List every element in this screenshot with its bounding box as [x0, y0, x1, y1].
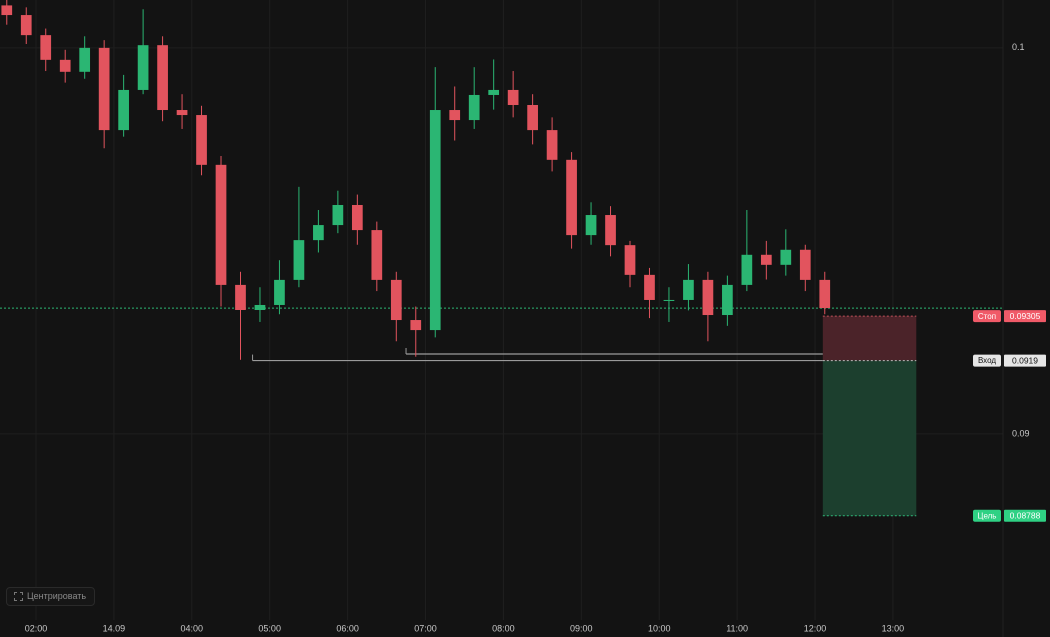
stop-price-badge — [1004, 310, 1046, 323]
x-tick-label: 10:00 — [648, 623, 671, 633]
candle-body — [410, 320, 422, 331]
stop-badge — [973, 310, 1001, 323]
x-tick-label: 02:00 — [25, 623, 48, 633]
candle-body — [799, 249, 811, 280]
entry-price: 0.0919 — [1012, 355, 1038, 365]
x-tick-label: 08:00 — [492, 623, 515, 633]
candle-body — [722, 284, 733, 316]
candle-body — [390, 279, 402, 321]
candle-body — [351, 204, 363, 231]
entry-label: Вход — [978, 356, 996, 365]
candle-body — [118, 89, 129, 131]
target-price: 0.08788 — [1010, 511, 1041, 521]
x-tick-label: 06:00 — [336, 623, 359, 633]
candle-body — [313, 225, 324, 241]
candle-body — [605, 215, 616, 246]
candle-body — [274, 279, 285, 305]
candle-body — [566, 159, 577, 236]
target-price-badge — [1004, 509, 1046, 522]
x-tick-label: 11:00 — [726, 623, 748, 633]
target-label: Цель — [978, 511, 997, 520]
candle-body — [527, 105, 538, 131]
candle-body — [546, 130, 558, 160]
candle-body — [332, 204, 344, 226]
candle-body — [59, 59, 71, 72]
target-badge — [973, 509, 1001, 522]
candle-body — [40, 35, 52, 60]
candle-body — [819, 279, 831, 309]
stop-label: Стоп — [978, 312, 996, 321]
candle-body — [254, 304, 266, 310]
candle-body — [488, 89, 500, 95]
x-tick-label: 14.09 — [103, 623, 126, 633]
candle-body — [157, 45, 168, 111]
x-tick-label: 04:00 — [181, 623, 204, 633]
x-tick-label: 12:00 — [804, 623, 827, 633]
candle-body — [176, 110, 188, 116]
candle-body — [98, 47, 110, 131]
stop-zone — [822, 316, 917, 361]
candle-body — [1, 5, 13, 16]
candle-body — [235, 284, 246, 310]
candle-body — [293, 240, 305, 280]
x-tick-label: 07:00 — [414, 623, 437, 633]
x-tick-label: 05:00 — [258, 623, 281, 633]
candle-body — [585, 215, 597, 236]
target-zone — [822, 360, 917, 516]
candle-body — [760, 254, 772, 265]
y-tick-label: 0.09 — [1012, 428, 1030, 438]
center-button[interactable]: Центрировать — [6, 587, 96, 606]
candle-body — [429, 110, 441, 331]
candle-body — [196, 115, 207, 165]
candle-body — [20, 15, 32, 36]
candle-body — [683, 279, 694, 300]
candle-body — [468, 94, 480, 121]
candle-body — [780, 249, 792, 265]
entry-price-badge — [1004, 354, 1046, 367]
candle-body — [624, 245, 636, 275]
x-tick-label: 13:00 — [882, 623, 905, 633]
x-tick-label: 09:00 — [570, 623, 593, 633]
candle-body — [371, 230, 383, 280]
candle-body — [137, 45, 149, 90]
candle-body — [702, 279, 714, 316]
candle-body — [79, 47, 91, 72]
candle-body — [449, 110, 461, 121]
candle-body — [215, 164, 227, 285]
stop-price: 0.09305 — [1010, 311, 1041, 321]
entry-badge — [973, 354, 1001, 367]
candle-body — [507, 89, 519, 106]
candle-body — [663, 299, 675, 301]
y-tick-label: 0.1 — [1012, 42, 1025, 52]
candle-body — [644, 274, 655, 300]
candle-body — [741, 254, 753, 285]
